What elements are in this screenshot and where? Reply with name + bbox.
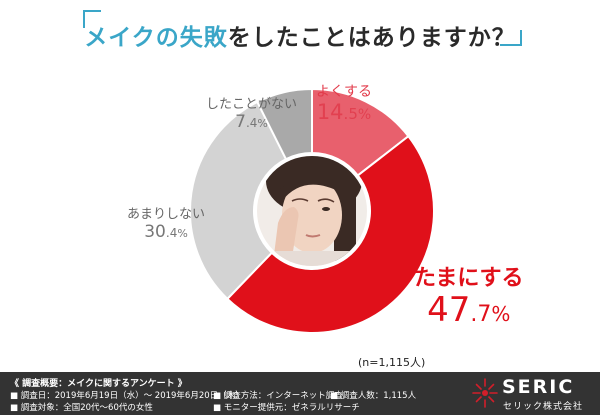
survey-count: ■ 調査人数：1,115人 [330,391,417,401]
slice-amari [189,100,288,301]
title-corner-line-left-v [83,10,85,28]
label-yoku-name: よくする [316,84,372,100]
label-tamani-value: 47.7% [427,290,511,331]
sample-size-note: (n=1,115人) [358,356,426,369]
survey-target: ■ 調査対象：全国20代～60代の女性 [10,403,153,413]
label-amari-name: あまりしない [127,207,206,222]
label-nai: したことがない 7.4% [206,97,298,132]
label-amari: あまりしない 30.4% [127,207,206,242]
seric-logo: SERIC セリック株式会社 [470,375,596,413]
logo-name: SERIC [502,376,575,398]
label-nai-value: 7.4% [235,111,268,132]
survey-method: ■ 調査方法：インターネット調査 [213,391,343,401]
title-corner-line-left [83,10,101,12]
chart-area: よくする 14.5% したことがない 7.4% あまりしない 30.4% たまに… [0,78,600,370]
title-corner-line-right [500,44,522,46]
label-amari-value: 30.4% [144,221,188,242]
seric-burst-icon [472,378,498,408]
logo-sub: セリック株式会社 [503,402,584,412]
footer: 《 調査概要：メイクに関するアンケート 》 ■ 調査日：2019年6月19日（水… [0,372,600,415]
center-photo-woman-icon [257,156,367,266]
title-corner-line-right-v [520,30,522,46]
title-highlight: メイクの失敗 [84,25,228,51]
page-title: メイクの失敗をしたことはありますか？ [0,18,600,52]
survey-heading: 《 調査概要：メイクに関するアンケート 》 [10,379,187,389]
donut-chart [189,87,435,334]
title-rest: をしたことはありますか？ [227,25,516,51]
label-tamani: たまにする 47.7% [414,266,524,330]
slice-tamani [225,134,435,334]
survey-date: ■ 調査日：2019年6月19日（水）～ 2019年6月20日（木） [10,391,244,401]
label-yoku-value: 14.5% [316,100,372,125]
title-area: メイクの失敗をしたことはありますか？ [0,0,600,78]
label-tamani-name: たまにする [414,266,524,291]
label-nai-name: したことがない [206,97,298,112]
survey-provider: ■ モニター提供元：ゼネラルリサーチ [213,403,360,413]
label-yoku: よくする 14.5% [316,84,372,124]
slice-nai [255,87,313,161]
